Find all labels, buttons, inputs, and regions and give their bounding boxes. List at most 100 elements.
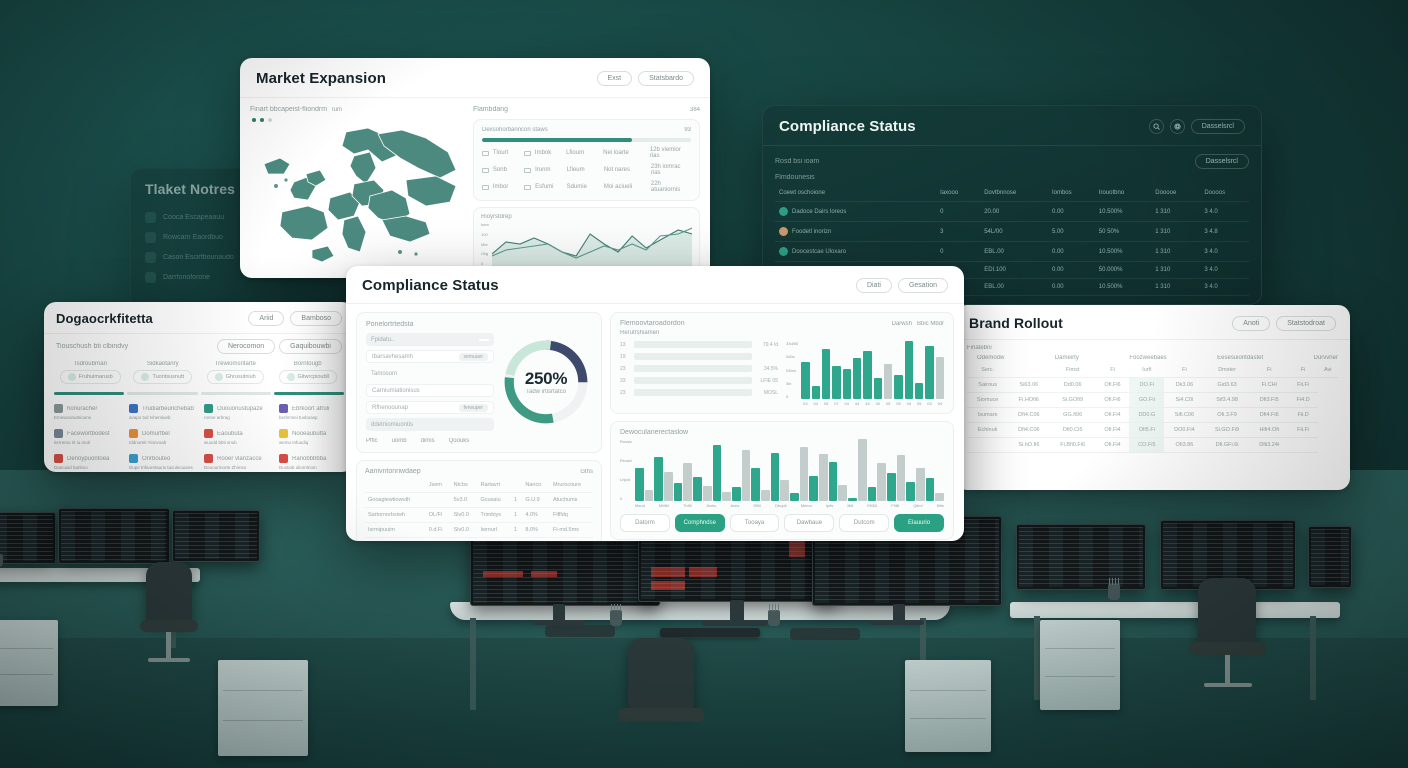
field-0[interactable]: Fpidatu.. xyxy=(366,333,494,346)
search-icon[interactable] xyxy=(1148,119,1164,134)
bar[interactable] xyxy=(894,374,903,399)
market-action-1[interactable]: Statsbardo xyxy=(638,71,694,86)
field-5[interactable]: ddetniomiuontis xyxy=(366,418,494,431)
table-row[interactable]: Dadoce Dairs loreos 0 20.00 0.00 10.500%… xyxy=(775,201,1249,222)
bar[interactable] xyxy=(838,484,848,501)
bar[interactable] xyxy=(801,361,810,399)
filter-button[interactable]: Elauurio xyxy=(894,514,944,532)
bar[interactable] xyxy=(863,350,872,399)
bar[interactable] xyxy=(712,445,722,501)
table-row[interactable]: Gooagiewtiowuth 5v3.0 Gcusaiu 1 G.U.9 Atuchum… xyxy=(365,492,593,508)
docs-action-0[interactable]: Ariid xyxy=(248,311,285,326)
bars-action-1[interactable]: Bbic Mbdr xyxy=(916,320,944,327)
bar[interactable] xyxy=(842,368,851,399)
list-item[interactable]: Domurfbel Iddnoreti Yionvoab xyxy=(129,429,194,445)
bar[interactable] xyxy=(886,473,896,501)
bar[interactable] xyxy=(790,493,799,501)
table-row[interactable]: Sairous Si63.06 Dd0.06 Ofi.Fi6 DO.Fi Dk3.06 Gi… xyxy=(967,377,1338,393)
tab-chip[interactable]: Fruhuimarusb xyxy=(59,370,121,384)
compliance-table-badge[interactable]: Gths xyxy=(580,468,593,475)
bar[interactable] xyxy=(857,439,867,501)
bar[interactable] xyxy=(832,365,841,399)
table-row[interactable]: Sonb Irunm Lfieum Not nares 23h iomrac r… xyxy=(482,164,691,176)
vertical-bar-chart[interactable] xyxy=(801,341,945,399)
bar[interactable] xyxy=(760,489,770,501)
filter-button[interactable]: Dutcom xyxy=(839,514,890,532)
bar[interactable] xyxy=(828,461,838,501)
table-row[interactable]: Echinuk Dfi4.C06 Dfi0.Ci5 Ofi.Fi4 Ofi5.Fi DO0… xyxy=(967,422,1338,438)
table-row[interactable]: Si.hO.fi6 Fi.Bfi0.Fi6 Ofi.Fi4 CO.Fi5 Ofi3.86… xyxy=(967,437,1338,453)
bar[interactable] xyxy=(731,487,741,501)
gear-icon[interactable] xyxy=(1169,119,1185,134)
market-right-badge[interactable]: 384 xyxy=(689,106,700,113)
bar[interactable] xyxy=(664,471,673,501)
bar[interactable] xyxy=(873,377,882,399)
table-row[interactable]: Tlourt Imbok Lfioum Nei loarte 12b viemi… xyxy=(482,147,691,159)
card-market-expansion[interactable]: Market Expansion Exst Statsbardo Finart … xyxy=(240,58,710,278)
field-4[interactable]: Rfhenoounap ferwuper xyxy=(366,401,494,414)
list-item[interactable]: Eaoubuta wuodd bbti snub xyxy=(204,429,269,445)
tab-chip[interactable]: Ghrusutniuh xyxy=(206,370,264,384)
europe-map[interactable] xyxy=(250,124,465,274)
filter-button[interactable]: Tooaya xyxy=(729,514,780,532)
tab-0[interactable]: Tsdroubrnan Fruhuimarusb xyxy=(54,358,127,389)
bar[interactable] xyxy=(693,476,702,501)
tab-2[interactable]: Trewiomsntarte Ghrusutniuh xyxy=(199,358,272,389)
bar[interactable] xyxy=(925,478,935,501)
compliance-action-0[interactable]: Diati xyxy=(855,278,892,293)
market-action-0[interactable]: Exst xyxy=(596,71,633,86)
bar[interactable] xyxy=(770,452,780,501)
table-row[interactable]: Isrmipuuim 0.d.Fi Slv0.0 Iwrnurl 1 8.0% Fi-md.… xyxy=(365,522,593,538)
bar[interactable] xyxy=(654,456,664,501)
bar[interactable] xyxy=(780,479,790,501)
bar[interactable] xyxy=(935,493,945,501)
bar[interactable] xyxy=(673,483,683,501)
list-item[interactable]: Nooeaubutta wemu Infuudiq xyxy=(279,429,344,445)
table-row[interactable]: Isumare Dfi4.C06 GG.fi96 Ofi.Fi4 DD0.G Sifi.C… xyxy=(967,407,1338,423)
bar[interactable] xyxy=(702,485,712,501)
bar[interactable] xyxy=(896,455,906,501)
card-compliance-status-foreground[interactable]: Compliance Status Diati Gesation Ponelor… xyxy=(346,266,964,541)
bar[interactable] xyxy=(925,345,934,399)
list-item[interactable]: Darrforioforone xyxy=(145,272,340,283)
brand-action-1[interactable]: Statstodroat xyxy=(1276,315,1336,331)
table-row[interactable]: Imbor Esfumi Sdumie Moi aciueli 22h atua… xyxy=(482,181,691,193)
bar[interactable] xyxy=(852,357,862,399)
tab-chip[interactable]: Gitwrcpioubll xyxy=(278,370,337,384)
bar[interactable] xyxy=(915,383,924,399)
footer-link-2[interactable]: dimis xyxy=(420,438,435,444)
bar[interactable] xyxy=(683,463,693,501)
docs-subaction-0[interactable]: Nerocomon xyxy=(216,339,276,354)
brand-action-0[interactable]: Anoti xyxy=(1232,315,1271,331)
footer-link-0[interactable]: Pffic xyxy=(366,438,378,444)
footer-link-1[interactable]: uomb xyxy=(391,438,407,444)
list-item[interactable]: Onrbouteo Dupe tnfaoretauris taculecuures xyxy=(129,454,194,470)
list-item[interactable]: Trudiarbeurichebab avapo tvd tvhemlueb xyxy=(129,404,194,420)
bar[interactable] xyxy=(877,463,886,501)
bar[interactable] xyxy=(819,454,828,501)
lower-bar-chart[interactable] xyxy=(635,439,945,501)
footer-link-3[interactable]: Qoouks xyxy=(448,438,470,444)
filter-button[interactable]: Datorm xyxy=(620,514,670,532)
bar[interactable] xyxy=(799,446,809,501)
bar[interactable] xyxy=(935,356,945,399)
filter-button[interactable]: Dawbaue xyxy=(784,514,835,532)
bar[interactable] xyxy=(821,349,831,399)
bar[interactable] xyxy=(848,498,857,501)
list-item[interactable]: Ranobbbbba Duotiob uliorntriom xyxy=(279,454,344,470)
cell[interactable]: Isrmipuuim xyxy=(365,522,426,538)
donut-chart[interactable]: 250% Tadw irtisrtatco xyxy=(500,336,592,428)
list-item[interactable]: Facewortbodest Iierremu irt iu.muti xyxy=(54,429,119,445)
cell[interactable]: Sartornorbsiwh xyxy=(365,507,426,523)
list-item[interactable]: Ebrkoort afruli berbmnei tuoboasp xyxy=(279,404,344,420)
list-item[interactable]: Rooer vlanzacce Deoourmorte Zhimso xyxy=(204,454,269,470)
docs-subaction-1[interactable]: Gaquibouwbi xyxy=(279,339,342,354)
field-2[interactable]: Tamosom xyxy=(371,370,398,377)
field-3[interactable]: Carniumiationisus xyxy=(366,384,494,397)
table-row[interactable]: Sartornorbsiwh OL/Fi Slv0.0 Trimbiys 1 4.0% Fi… xyxy=(365,507,593,523)
tab-3[interactable]: Borntougb Gitwrcpioubll xyxy=(272,358,345,389)
compliance-bg-action-0[interactable]: Dasselsrcl xyxy=(1190,119,1245,134)
card-documents[interactable]: Dogaocrkfitetta Ariid Bamboso Tiouschush… xyxy=(44,302,354,472)
tab-chip[interactable]: Tuontsusnutt xyxy=(133,370,193,384)
bar[interactable] xyxy=(904,341,914,399)
